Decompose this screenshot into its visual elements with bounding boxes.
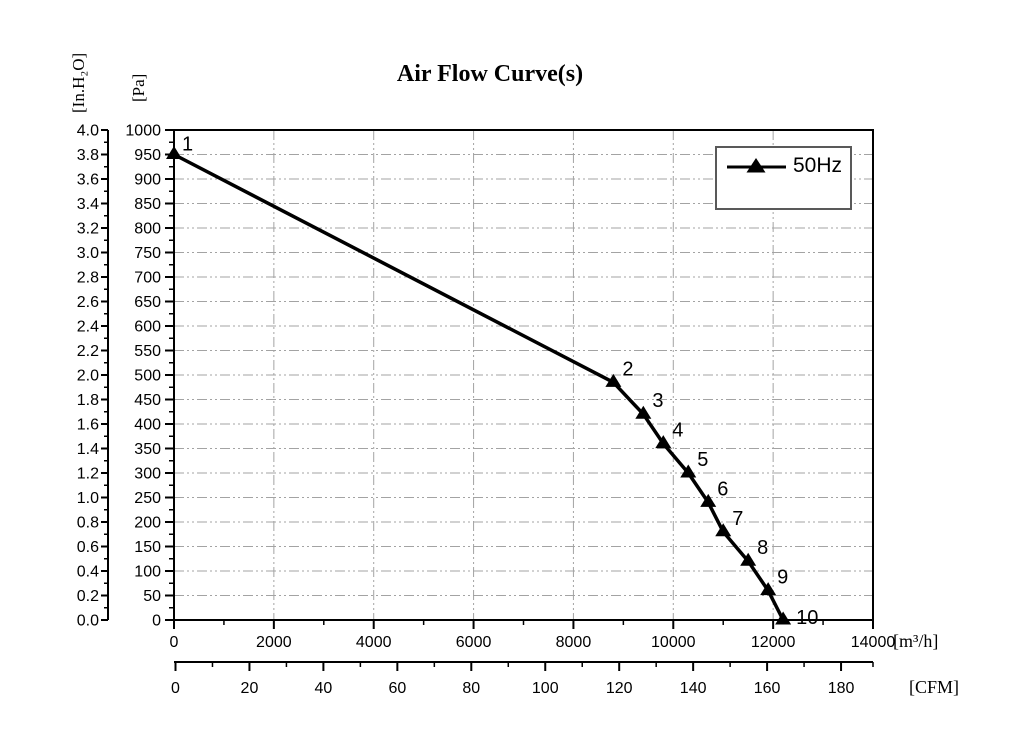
pa-tick-label: 750	[134, 245, 161, 262]
pa-unit-label: [Pa]	[129, 74, 148, 102]
data-point-marker	[760, 582, 777, 596]
inh2o-tick-label: 3.0	[77, 245, 99, 262]
data-point-label: 5	[697, 449, 708, 471]
inh2o-tick-label: 2.2	[77, 343, 99, 360]
inh2o-tick-label: 3.8	[77, 147, 99, 164]
inh2o-tick-label: 1.0	[77, 490, 99, 507]
inh2o-tick-label: 0.8	[77, 515, 99, 532]
pa-tick-label: 900	[134, 172, 161, 189]
data-point-marker	[680, 464, 697, 478]
cfm-tick-label: 100	[532, 680, 559, 697]
y-axis-inh2o: 4.0 3.8 3.6 3.4 3.2 3.0 2.8 2.6 2.4 2.2 2.0 1.8 1.6 1…	[77, 123, 109, 630]
m3h-tick-label: 14000	[851, 634, 896, 651]
cfm-tick-label: 80	[462, 680, 480, 697]
cfm-unit-label: [CFM]	[909, 677, 959, 697]
m3h-unit-label: [m³/h]	[893, 631, 938, 651]
inh2o-tick-label: 3.4	[77, 196, 99, 213]
inh2o-tick-label: 2.6	[77, 294, 99, 311]
x-axis-m3h: 0 2000 4000 6000 8000 10000 12000 14000[m³/h]	[170, 620, 938, 651]
y-axis-pa: 1000950900850800750700650600550500450400…	[125, 123, 174, 630]
inh2o-tick-label: 0.4	[77, 564, 99, 581]
data-point-label: 8	[757, 537, 768, 559]
data-point-label: 4	[672, 420, 683, 442]
pa-tick-label: 950	[134, 147, 161, 164]
pa-tick-label: 450	[134, 392, 161, 409]
m3h-tick-label: 6000	[456, 634, 492, 651]
data-point-marker	[166, 146, 182, 159]
inh2o-tick-label: 0.6	[77, 539, 99, 556]
cfm-tick-label: 0	[171, 680, 180, 697]
cfm-tick-label: 60	[388, 680, 406, 697]
inh2o-tick-label: 1.2	[77, 466, 99, 483]
legend-triangle-icon	[746, 158, 766, 173]
data-point-label: 6	[717, 478, 728, 500]
pa-tick-label: 650	[134, 294, 161, 311]
data-point-label: 7	[732, 508, 743, 530]
pa-tick-label: 700	[134, 270, 161, 287]
pa-tick-label: 100	[134, 564, 161, 581]
inh2o-tick-label: 2.4	[77, 319, 99, 336]
data-point-marker	[700, 493, 717, 507]
data-point-marker	[655, 435, 672, 449]
m3h-tick-label: 0	[170, 634, 179, 651]
inh2o-tick-label: 0.0	[77, 613, 99, 630]
pa-tick-label: 200	[134, 515, 161, 532]
cfm-tick-label: 160	[754, 680, 781, 697]
inh2o-tick-label: 2.0	[77, 368, 99, 385]
cfm-tick-label: 140	[680, 680, 707, 697]
inh2o-tick-label: 4.0	[77, 123, 99, 140]
inh2o-tick-label: 3.6	[77, 172, 99, 189]
pa-tick-label: 150	[134, 539, 161, 556]
m3h-tick-label: 4000	[356, 634, 392, 651]
pa-tick-label: 400	[134, 417, 161, 434]
inh2o-tick-label: 1.8	[77, 392, 99, 409]
pa-tick-label: 50	[143, 588, 161, 605]
pa-tick-label: 0	[152, 613, 161, 630]
pa-tick-label: 300	[134, 466, 161, 483]
series-curve	[172, 152, 785, 622]
data-point-label: 2	[622, 358, 633, 380]
data-point-label: 3	[652, 390, 663, 412]
m3h-tick-label: 2000	[256, 634, 292, 651]
cfm-tick-label: 20	[241, 680, 259, 697]
x-axis-cfm: 0 20 40 60 80 100 120 140 160 180 [CFM]	[171, 661, 959, 697]
pa-tick-label: 1000	[125, 123, 161, 140]
pa-tick-label: 250	[134, 490, 161, 507]
data-point-marker	[740, 552, 757, 566]
m3h-tick-label: 8000	[556, 634, 592, 651]
pa-tick-label: 350	[134, 441, 161, 458]
pa-tick-label: 500	[134, 368, 161, 385]
pa-tick-label: 800	[134, 221, 161, 238]
m3h-tick-label: 12000	[751, 634, 796, 651]
series-markers	[166, 146, 792, 625]
cfm-tick-label: 120	[606, 680, 633, 697]
inh2o-tick-label: 0.2	[77, 588, 99, 605]
data-point-marker	[775, 611, 792, 625]
m3h-tick-label: 10000	[651, 634, 696, 651]
data-point-label: 1	[182, 134, 193, 156]
inh2o-tick-label: 3.2	[77, 221, 99, 238]
data-point-marker	[715, 523, 732, 537]
pa-tick-label: 850	[134, 196, 161, 213]
legend-series-label: 50Hz	[793, 154, 843, 177]
inh2o-unit-label: [In.H₂O]	[69, 53, 88, 113]
legend-series-marker-icon	[727, 158, 786, 173]
data-point-marker	[635, 405, 652, 419]
legend-box: 50Hz	[715, 146, 852, 210]
pa-tick-label: 600	[134, 319, 161, 336]
chart-title: Air Flow Curve(s)	[396, 61, 584, 87]
data-point-label: 9	[777, 567, 788, 589]
inh2o-tick-label: 1.4	[77, 441, 99, 458]
data-point-marker	[605, 373, 622, 387]
inh2o-tick-label: 2.8	[77, 270, 99, 287]
cfm-tick-label: 40	[315, 680, 333, 697]
pa-tick-label: 550	[134, 343, 161, 360]
data-point-label: 10	[796, 607, 818, 629]
inh2o-tick-label: 1.6	[77, 417, 99, 434]
cfm-tick-label: 180	[828, 680, 855, 697]
